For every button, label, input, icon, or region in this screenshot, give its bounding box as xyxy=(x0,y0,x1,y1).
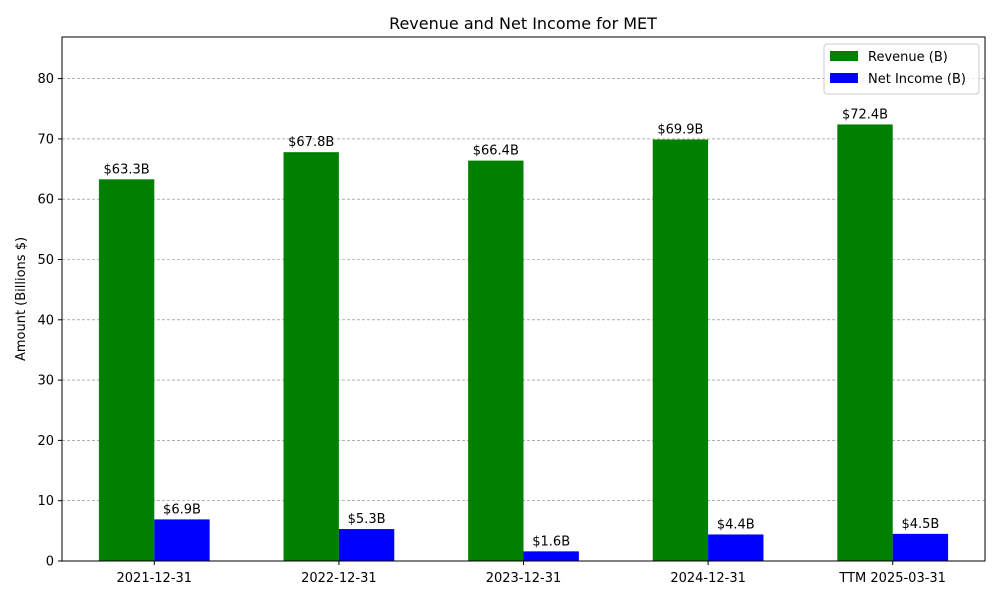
y-tick-label: 10 xyxy=(37,494,54,509)
x-tick-label: TTM 2025-03-31 xyxy=(838,571,946,586)
y-tick-label: 70 xyxy=(37,132,54,147)
revenue-data-label: $67.8B xyxy=(288,135,334,150)
net-income-bar xyxy=(523,551,579,561)
revenue-bar xyxy=(98,179,155,561)
x-tick-label: 2021-12-31 xyxy=(117,571,193,586)
chart-title: Revenue and Net Income for MET xyxy=(389,14,657,33)
net-income-bar xyxy=(154,519,210,561)
net-income-data-label: $1.6B xyxy=(532,534,570,549)
y-tick-label: 40 xyxy=(37,313,54,328)
net-income-bar xyxy=(708,534,764,561)
net-income-data-label: $4.5B xyxy=(901,517,939,532)
revenue-bar xyxy=(468,160,524,561)
net-income-data-label: $6.9B xyxy=(163,502,201,517)
net-income-data-label: $4.4B xyxy=(717,517,755,532)
x-tick-label: 2024-12-31 xyxy=(670,571,746,586)
revenue-data-label: $72.4B xyxy=(842,107,888,122)
net-income-bar xyxy=(338,529,395,561)
net-income-bar xyxy=(892,533,949,561)
revenue-bar xyxy=(652,139,709,561)
y-tick-label: 60 xyxy=(37,193,54,208)
x-tick-label: 2022-12-31 xyxy=(301,571,377,586)
y-tick-label: 30 xyxy=(37,374,54,389)
y-tick-label: 0 xyxy=(46,555,54,570)
x-tick-label: 2023-12-31 xyxy=(486,571,562,586)
revenue-bar xyxy=(283,152,339,562)
revenue-bar xyxy=(837,124,893,561)
revenue-data-label: $66.4B xyxy=(473,144,519,159)
tick-labels: 0 10 20 30 40 50 60 70 80 2021-12-31 2022-12-31 202… xyxy=(37,72,946,586)
y-tick-label: 50 xyxy=(37,253,54,268)
net-income-data-label: $5.3B xyxy=(348,512,386,527)
revenue-data-label: $63.3B xyxy=(104,162,150,177)
legend-label-net-income: Net Income (B) xyxy=(868,72,966,87)
legend-box xyxy=(823,43,980,95)
plot-frame xyxy=(61,36,986,562)
legend-label-revenue: Revenue (B) xyxy=(868,50,948,65)
y-tick-label: 80 xyxy=(37,72,54,87)
revenue-data-label: $69.9B xyxy=(657,123,703,138)
bars xyxy=(98,124,949,562)
y-tick-label: 20 xyxy=(37,434,54,449)
data-labels: $63.3B $6.9B $67.8B $5.3B $66.4B $1.6B $69.9B $… xyxy=(104,107,940,549)
legend-swatch-revenue xyxy=(830,51,858,61)
axes xyxy=(58,36,986,565)
legend: Revenue (B) Net Income (B) xyxy=(823,43,980,95)
y-axis-label: Amount (Billions $) xyxy=(14,237,29,361)
legend-swatch-net-income xyxy=(830,73,858,83)
